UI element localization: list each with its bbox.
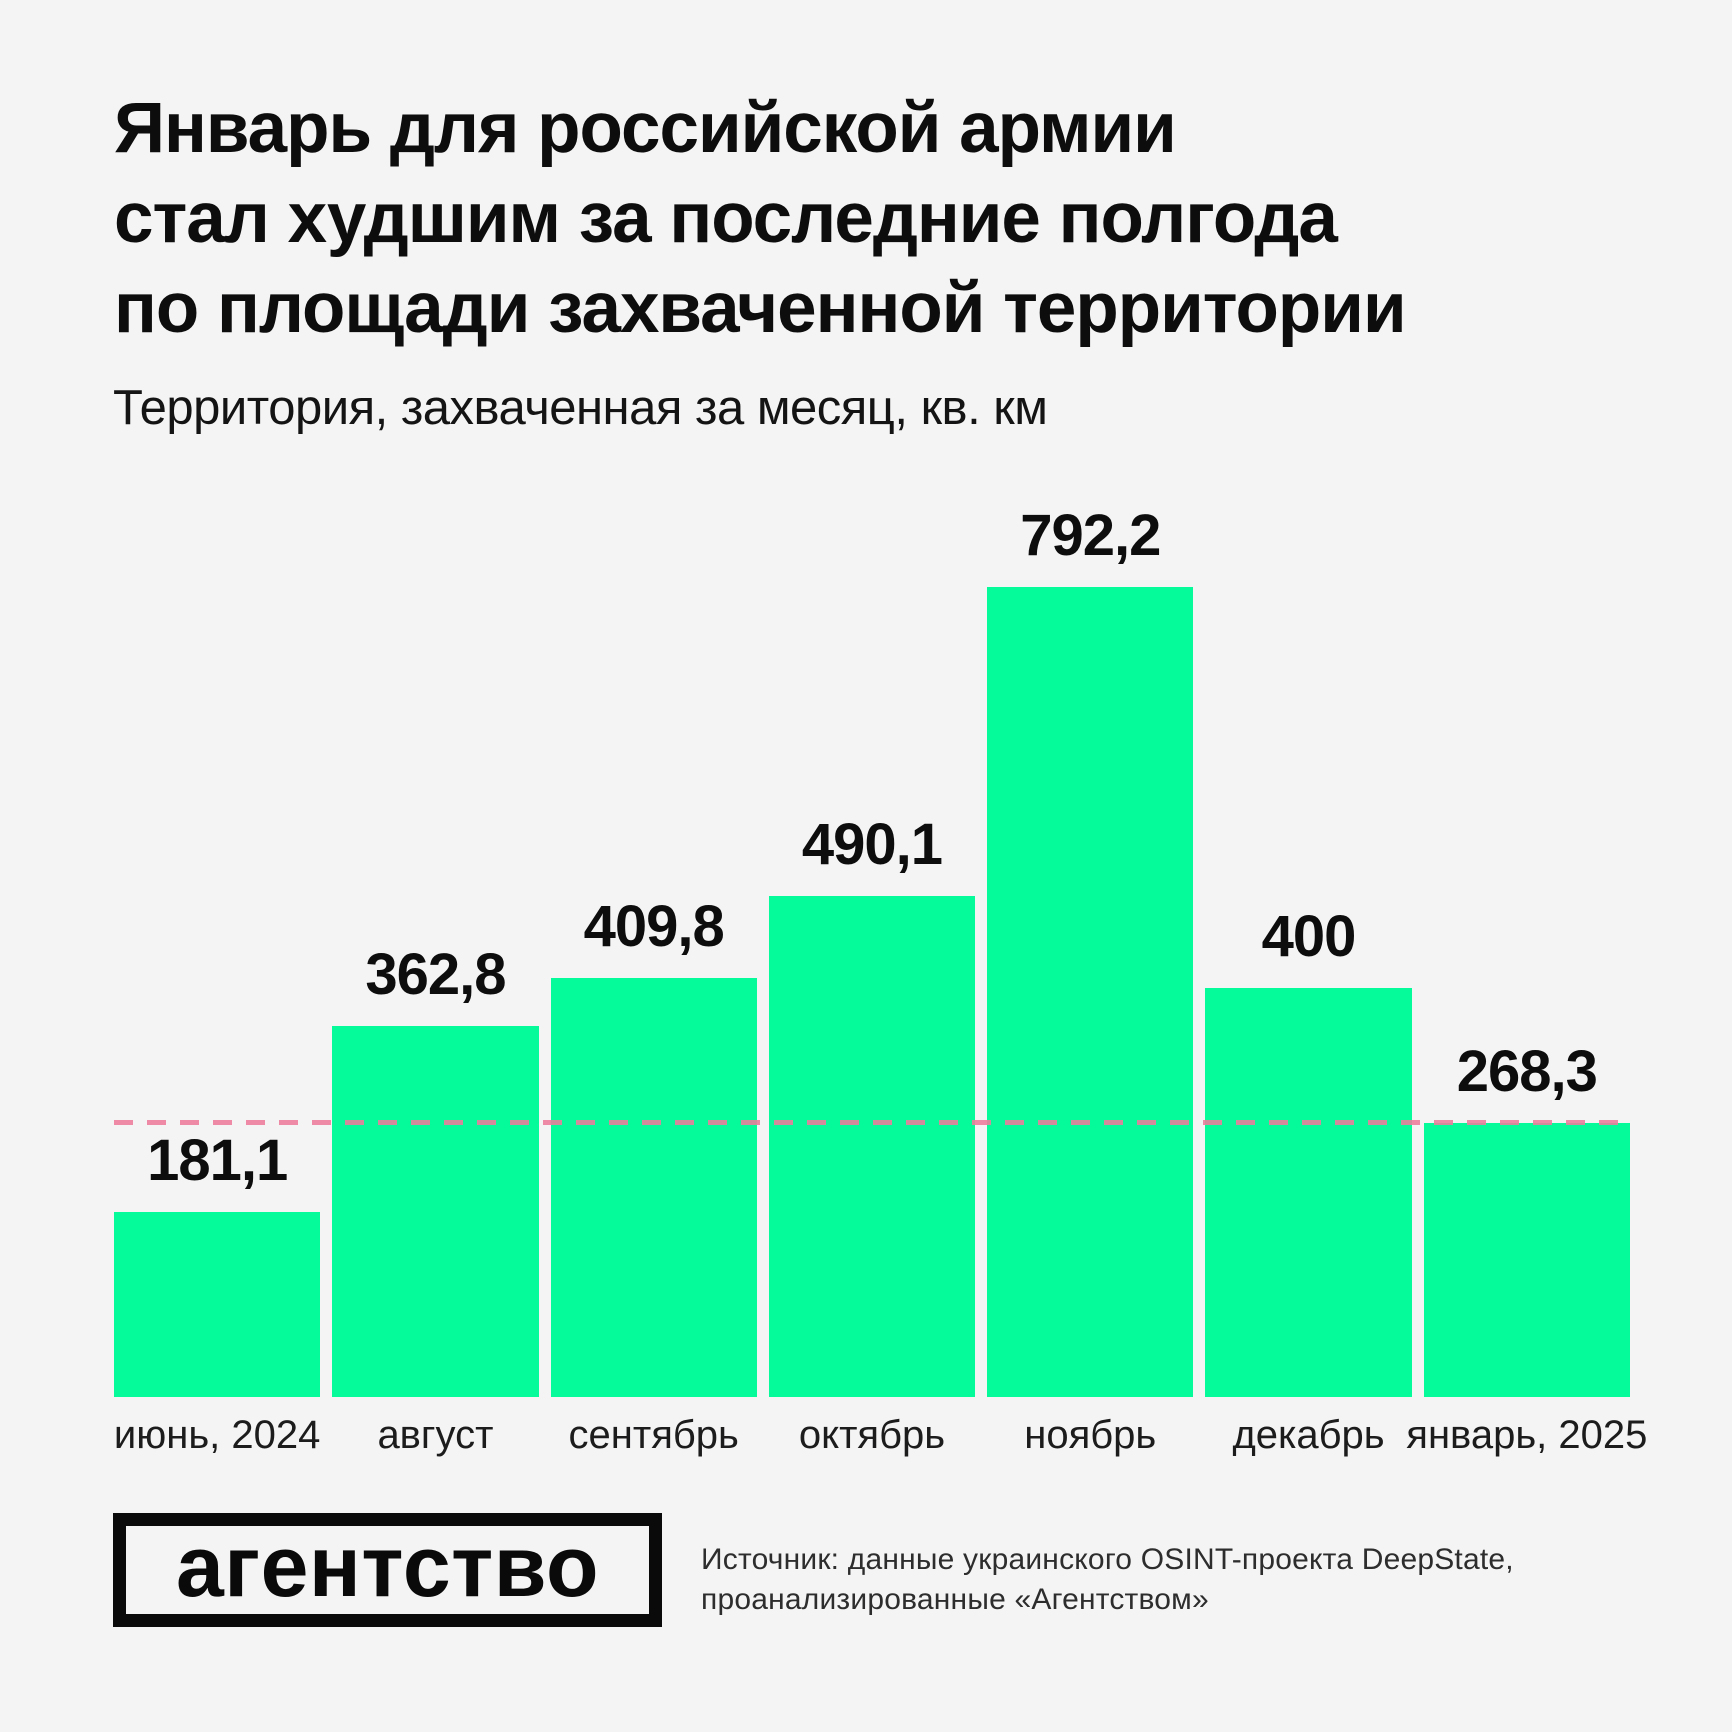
agentstvo-logo: агентство xyxy=(113,1513,662,1627)
chart-title-line-3: по площади захваченной территории xyxy=(114,269,1407,348)
source-note-line-1: Источник: данные украинского OSINT-проек… xyxy=(701,1543,1514,1576)
bar-column: 268,3 январь, 2025 xyxy=(1406,455,1647,1457)
chart-subtitle: Территория, захваченная за месяц, кв. км xyxy=(113,381,1048,435)
bar xyxy=(332,1026,539,1397)
bar-value-label: 268,3 xyxy=(1456,1039,1598,1104)
bar-value-label: 362,8 xyxy=(365,942,506,1007)
bar-value-label: 181,1 xyxy=(147,1128,288,1193)
bar xyxy=(114,1212,321,1397)
source-note-line-2: проанализированные «Агентством» xyxy=(701,1583,1209,1616)
bar-column: 490,1 октябрь xyxy=(768,455,976,1457)
x-axis-label: август xyxy=(377,1413,494,1457)
source-note: Источник: данные украинского OSINT-проек… xyxy=(701,1540,1514,1620)
bar-value-label: 409,8 xyxy=(583,894,725,959)
chart: 181,1 июнь, 2024 362,8 август 409,8 сентябрь 4… xyxy=(114,455,1647,1457)
bar xyxy=(1423,1123,1630,1397)
bar-value-label: 792,2 xyxy=(1020,503,1161,568)
bar xyxy=(768,896,976,1397)
x-axis-label: декабрь xyxy=(1232,1413,1385,1457)
x-axis-label: январь, 2025 xyxy=(1406,1413,1648,1457)
bar-column: 409,8 сентябрь xyxy=(550,455,757,1457)
bar xyxy=(550,978,757,1397)
bar-value-label: 400 xyxy=(1261,904,1357,969)
bar-column: 362,8 август xyxy=(332,455,539,1457)
chart-title: Январь для российской армии стал худшим … xyxy=(114,84,1407,354)
chart-title-line-1: Январь для российской армии xyxy=(114,89,1177,168)
bar-column: 792,2 ноябрь xyxy=(987,455,1194,1457)
x-axis-label: октябрь xyxy=(798,1413,946,1457)
x-axis-label: ноябрь xyxy=(1024,1413,1157,1457)
agentstvo-logo-text: агентство xyxy=(175,1519,600,1615)
bar-column: 181,1 июнь, 2024 xyxy=(114,455,321,1457)
x-axis-label: сентябрь xyxy=(568,1413,739,1457)
bar xyxy=(1205,988,1412,1397)
bar-value-label: 490,1 xyxy=(801,812,943,877)
x-axis-label: июнь, 2024 xyxy=(113,1413,321,1457)
bar xyxy=(987,587,1194,1397)
chart-title-line-2: стал худшим за последние полгода xyxy=(114,179,1338,258)
bar-column: 400 декабрь xyxy=(1205,455,1412,1457)
